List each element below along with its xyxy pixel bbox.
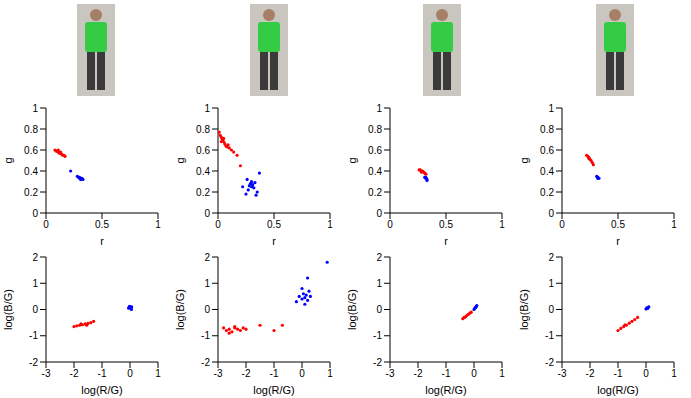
svg-text:0: 0 (387, 219, 393, 230)
svg-text:1: 1 (499, 219, 505, 230)
svg-text:-2: -2 (29, 357, 38, 368)
svg-text:r: r (100, 235, 104, 247)
svg-text:-1: -1 (98, 368, 107, 379)
svg-text:-1: -1 (201, 330, 210, 341)
svg-text:0: 0 (548, 304, 554, 315)
svg-text:1: 1 (32, 103, 38, 114)
svg-text:0.2: 0.2 (24, 187, 38, 198)
svg-text:0: 0 (548, 208, 554, 219)
svg-text:0.4: 0.4 (540, 166, 554, 177)
svg-text:0.6: 0.6 (196, 145, 210, 156)
svg-text:0: 0 (471, 368, 477, 379)
svg-text:-1: -1 (442, 368, 451, 379)
svg-text:r: r (444, 235, 448, 247)
svg-text:g: g (518, 157, 530, 163)
svg-text:2: 2 (548, 252, 554, 263)
svg-text:0.4: 0.4 (24, 166, 38, 177)
svg-text:log(R/G): log(R/G) (425, 384, 467, 396)
svg-text:1: 1 (327, 219, 333, 230)
svg-text:0: 0 (32, 304, 38, 315)
svg-text:-2: -2 (545, 357, 554, 368)
svg-text:0.4: 0.4 (368, 166, 382, 177)
svg-text:r: r (616, 235, 620, 247)
svg-text:log(R/G): log(R/G) (81, 384, 123, 396)
svg-text:1: 1 (671, 219, 677, 230)
svg-text:1: 1 (155, 219, 161, 230)
svg-text:log(R/G): log(R/G) (253, 384, 295, 396)
svg-text:g: g (174, 157, 186, 163)
svg-text:log(B/G): log(B/G) (2, 289, 14, 330)
svg-text:0.5: 0.5 (267, 219, 281, 230)
svg-text:0: 0 (376, 304, 382, 315)
svg-text:0: 0 (376, 208, 382, 219)
svg-text:0.2: 0.2 (540, 187, 554, 198)
svg-text:0: 0 (204, 304, 210, 315)
svg-text:r: r (272, 235, 276, 247)
svg-text:0: 0 (215, 219, 221, 230)
svg-text:0.2: 0.2 (368, 187, 382, 198)
svg-text:1: 1 (204, 103, 210, 114)
svg-text:0: 0 (32, 208, 38, 219)
svg-text:-2: -2 (201, 357, 210, 368)
svg-text:0: 0 (299, 368, 305, 379)
svg-text:g: g (2, 157, 14, 163)
svg-text:0.5: 0.5 (439, 219, 453, 230)
svg-text:0: 0 (204, 208, 210, 219)
svg-text:0.8: 0.8 (196, 124, 210, 135)
svg-text:0: 0 (643, 368, 649, 379)
svg-text:0.8: 0.8 (24, 124, 38, 135)
svg-text:2: 2 (32, 252, 38, 263)
svg-text:-3: -3 (42, 368, 51, 379)
svg-text:-1: -1 (545, 330, 554, 341)
svg-text:0.6: 0.6 (368, 145, 382, 156)
svg-text:0.5: 0.5 (611, 219, 625, 230)
svg-text:2: 2 (204, 252, 210, 263)
svg-text:2: 2 (376, 252, 382, 263)
svg-text:1: 1 (671, 368, 677, 379)
svg-text:0: 0 (559, 219, 565, 230)
svg-text:-2: -2 (242, 368, 251, 379)
svg-text:-1: -1 (614, 368, 623, 379)
svg-text:1: 1 (327, 368, 333, 379)
svg-text:0.2: 0.2 (196, 187, 210, 198)
svg-text:0.4: 0.4 (196, 166, 210, 177)
svg-text:0: 0 (127, 368, 133, 379)
svg-text:1: 1 (155, 368, 161, 379)
svg-text:-2: -2 (586, 368, 595, 379)
svg-text:0.6: 0.6 (540, 145, 554, 156)
svg-text:1: 1 (548, 278, 554, 289)
svg-text:-1: -1 (29, 330, 38, 341)
svg-text:-2: -2 (414, 368, 423, 379)
svg-text:0.5: 0.5 (95, 219, 109, 230)
svg-text:0: 0 (43, 219, 49, 230)
svg-text:0.8: 0.8 (540, 124, 554, 135)
svg-text:0.8: 0.8 (368, 124, 382, 135)
svg-text:log(B/G): log(B/G) (346, 289, 358, 330)
svg-text:1: 1 (204, 278, 210, 289)
svg-text:1: 1 (499, 368, 505, 379)
svg-text:log(B/G): log(B/G) (174, 289, 186, 330)
svg-text:0.6: 0.6 (24, 145, 38, 156)
svg-text:1: 1 (32, 278, 38, 289)
svg-text:log(B/G): log(B/G) (518, 289, 530, 330)
svg-text:1: 1 (376, 278, 382, 289)
svg-text:-1: -1 (373, 330, 382, 341)
svg-text:g: g (346, 157, 358, 163)
svg-text:-1: -1 (270, 368, 279, 379)
svg-text:-3: -3 (386, 368, 395, 379)
svg-text:-2: -2 (70, 368, 79, 379)
svg-text:1: 1 (548, 103, 554, 114)
svg-text:-3: -3 (558, 368, 567, 379)
svg-text:log(R/G): log(R/G) (597, 384, 639, 396)
svg-text:1: 1 (376, 103, 382, 114)
svg-text:-3: -3 (214, 368, 223, 379)
svg-text:-2: -2 (373, 357, 382, 368)
